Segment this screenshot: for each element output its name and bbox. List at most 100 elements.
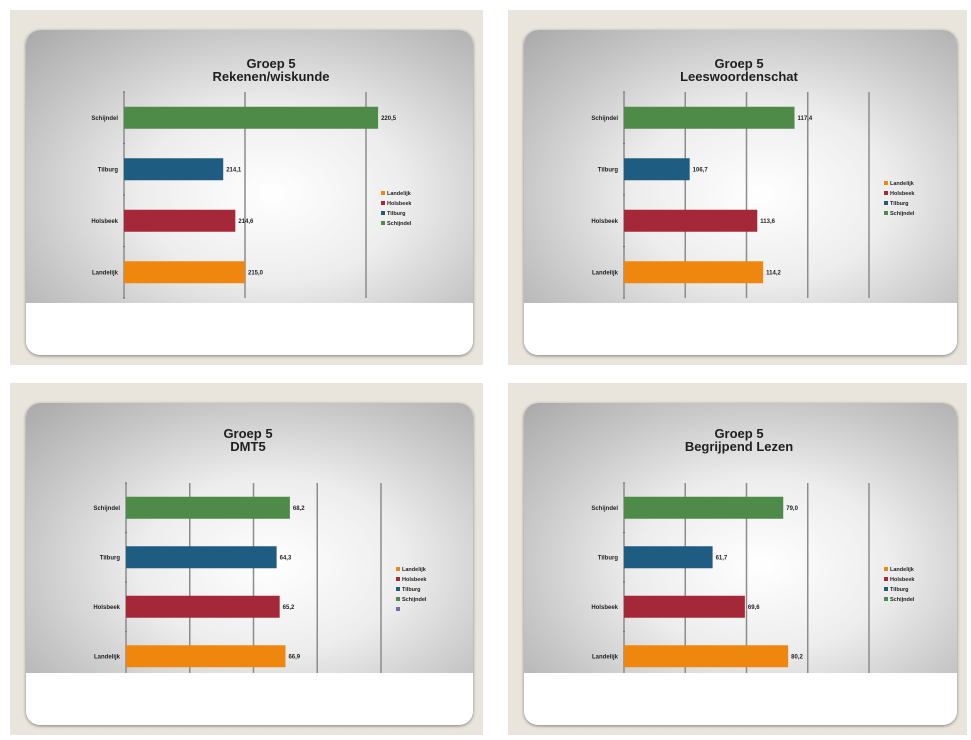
legend-label: Holsbeek <box>387 201 412 207</box>
slide: Groep 5Rekenen/wiskunde210215220Landelij… <box>26 30 473 355</box>
category-label: Tilburg <box>100 555 121 561</box>
bar-schijndel <box>624 496 784 519</box>
legend-label: Tilburg <box>890 201 909 207</box>
category-label: Landelijk <box>592 270 619 276</box>
legend-swatch <box>884 211 888 215</box>
slide: Groep 5DMT52075808595Landelijk66,9Holsbe… <box>26 403 473 725</box>
chart-title-line: Rekenen/wiskunde <box>212 69 329 84</box>
data-label: 66,9 <box>288 654 300 660</box>
chart-title-line: Groep 5 <box>714 426 763 441</box>
category-label: Holsbeek <box>91 219 118 225</box>
bar-tilburg <box>124 158 224 181</box>
category-label: Holsbeek <box>591 605 618 611</box>
bar-landelijk <box>126 645 286 668</box>
bar-schijndel <box>124 106 379 129</box>
chart-leeswoordenschat: Groep 5Leeswoordenschat100105110115125La… <box>591 56 915 317</box>
bar-tilburg <box>624 158 690 181</box>
legend-label: Schijndel <box>890 211 915 217</box>
legend-label: Holsbeek <box>890 577 915 583</box>
legend-swatch <box>884 567 888 571</box>
slide-footer <box>524 303 957 355</box>
category-label: Schijndel <box>93 506 120 512</box>
legend-swatch <box>381 201 385 205</box>
data-label: 79,0 <box>786 506 798 512</box>
legend-swatch <box>884 201 888 205</box>
data-label: 113,6 <box>760 219 775 225</box>
legend-swatch <box>884 577 888 581</box>
category-label: Holsbeek <box>591 219 618 225</box>
data-label: 61,7 <box>716 555 728 561</box>
data-label: 65,2 <box>283 605 295 611</box>
bar-holsbeek <box>624 209 758 232</box>
legend-label: Landelijk <box>890 567 915 573</box>
data-label: 80,2 <box>791 654 803 660</box>
data-label: 106,7 <box>693 167 709 173</box>
legend-swatch <box>381 221 385 225</box>
data-label: 69,6 <box>748 605 760 611</box>
data-label: 64,3 <box>280 555 292 561</box>
category-label: Tilburg <box>598 555 619 561</box>
bar-schijndel <box>624 106 795 129</box>
bar-holsbeek <box>126 595 280 618</box>
legend-label: Holsbeek <box>890 191 915 197</box>
legend-swatch <box>884 597 888 601</box>
category-label: Tilburg <box>598 167 619 173</box>
legend-swatch <box>396 567 400 571</box>
legend-label: Tilburg <box>402 587 421 593</box>
legend-label: Schijndel <box>387 221 412 227</box>
chart-title-line: Groep 5 <box>714 56 763 71</box>
category-label: Landelijk <box>94 654 121 660</box>
data-label: 68,2 <box>293 506 305 512</box>
category-label: Schijndel <box>91 116 118 122</box>
legend-label: Landelijk <box>387 191 412 197</box>
chart-title-line: Leeswoordenschat <box>680 69 798 84</box>
category-label: Schijndel <box>591 116 618 122</box>
legend-label: Tilburg <box>387 211 406 217</box>
legend-swatch <box>396 587 400 591</box>
bar-tilburg <box>126 546 277 569</box>
slide-content: Groep 5Rekenen/wiskunde210215220Landelij… <box>26 30 473 317</box>
chart-rekenen-wiskunde: Groep 5Rekenen/wiskunde210215220Landelij… <box>91 56 412 317</box>
legend-label: Landelijk <box>890 181 915 187</box>
chart-title-line: Begrijpend Lezen <box>685 439 793 454</box>
slide-panel-2: Groep 5Leeswoordenschat100105110115125La… <box>508 10 967 365</box>
chart-title-line: DMT5 <box>230 439 265 454</box>
data-label: 215,0 <box>248 270 264 276</box>
legend-swatch <box>396 607 400 611</box>
legend-label: Landelijk <box>402 567 427 573</box>
chart-title-line: Groep 5 <box>246 56 295 71</box>
slide-content: Groep 5Leeswoordenschat100105110115125La… <box>524 30 957 317</box>
slide-footer <box>524 673 957 725</box>
legend-swatch <box>396 597 400 601</box>
legend-swatch <box>381 211 385 215</box>
legend-label: Schijndel <box>890 597 915 603</box>
bar-landelijk <box>624 645 789 668</box>
category-label: Landelijk <box>92 270 119 276</box>
data-label: 220,5 <box>381 116 397 122</box>
slide-panel-1: Groep 5Rekenen/wiskunde210215220Landelij… <box>10 10 483 365</box>
slide-panel-3: Groep 5DMT52075808595Landelijk66,9Holsbe… <box>10 383 483 735</box>
slide: Groep 5Leeswoordenschat100105110115125La… <box>524 30 957 355</box>
bar-landelijk <box>624 261 764 284</box>
legend-swatch <box>396 577 400 581</box>
data-label: 117,4 <box>798 116 813 122</box>
category-label: Landelijk <box>592 654 619 660</box>
bar-holsbeek <box>624 595 745 618</box>
category-label: Tilburg <box>98 167 119 173</box>
legend-swatch <box>884 181 888 185</box>
data-label: 214,1 <box>226 167 242 173</box>
bar-schijndel <box>126 496 290 519</box>
legend-swatch <box>884 587 888 591</box>
bar-tilburg <box>624 546 713 569</box>
category-label: Holsbeek <box>93 605 120 611</box>
legend-label: Schijndel <box>402 597 427 603</box>
bar-holsbeek <box>124 209 236 232</box>
data-label: 214,6 <box>238 219 254 225</box>
chart-dmt5: Groep 5DMT52075808595Landelijk66,9Holsbe… <box>93 426 427 700</box>
slide-footer <box>26 303 473 355</box>
slide-content: Groep 5DMT52075808595Landelijk66,9Holsbe… <box>26 403 473 700</box>
